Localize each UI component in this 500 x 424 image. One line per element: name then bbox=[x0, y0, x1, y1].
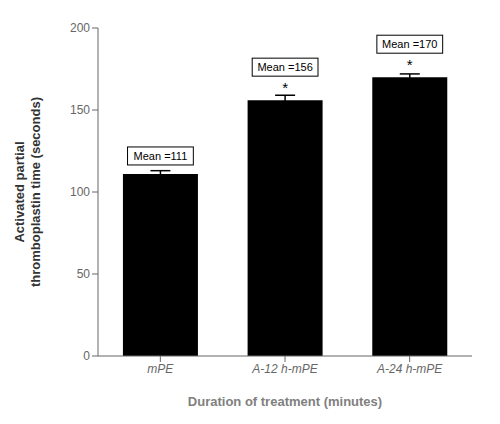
svg-text:Activated partialthromboplasti: Activated partialthromboplastin time (se… bbox=[12, 97, 43, 287]
svg-text:0: 0 bbox=[83, 349, 90, 363]
svg-text:*: * bbox=[282, 79, 288, 96]
svg-text:A-12 h-mPE: A-12 h-mPE bbox=[251, 362, 318, 376]
svg-text:50: 50 bbox=[77, 267, 91, 281]
svg-text:Mean =156: Mean =156 bbox=[257, 61, 312, 73]
svg-text:mPE: mPE bbox=[147, 362, 174, 376]
svg-text:Mean =111: Mean =111 bbox=[134, 150, 188, 162]
svg-text:Mean =170: Mean =170 bbox=[382, 38, 437, 50]
svg-text:A-24 h-mPE: A-24 h-mPE bbox=[376, 362, 443, 376]
svg-text:Duration of treatment (minutes: Duration of treatment (minutes) bbox=[188, 394, 382, 409]
svg-text:100: 100 bbox=[70, 185, 90, 199]
svg-text:150: 150 bbox=[70, 103, 90, 117]
svg-text:200: 200 bbox=[70, 21, 90, 35]
svg-text:*: * bbox=[407, 56, 413, 73]
